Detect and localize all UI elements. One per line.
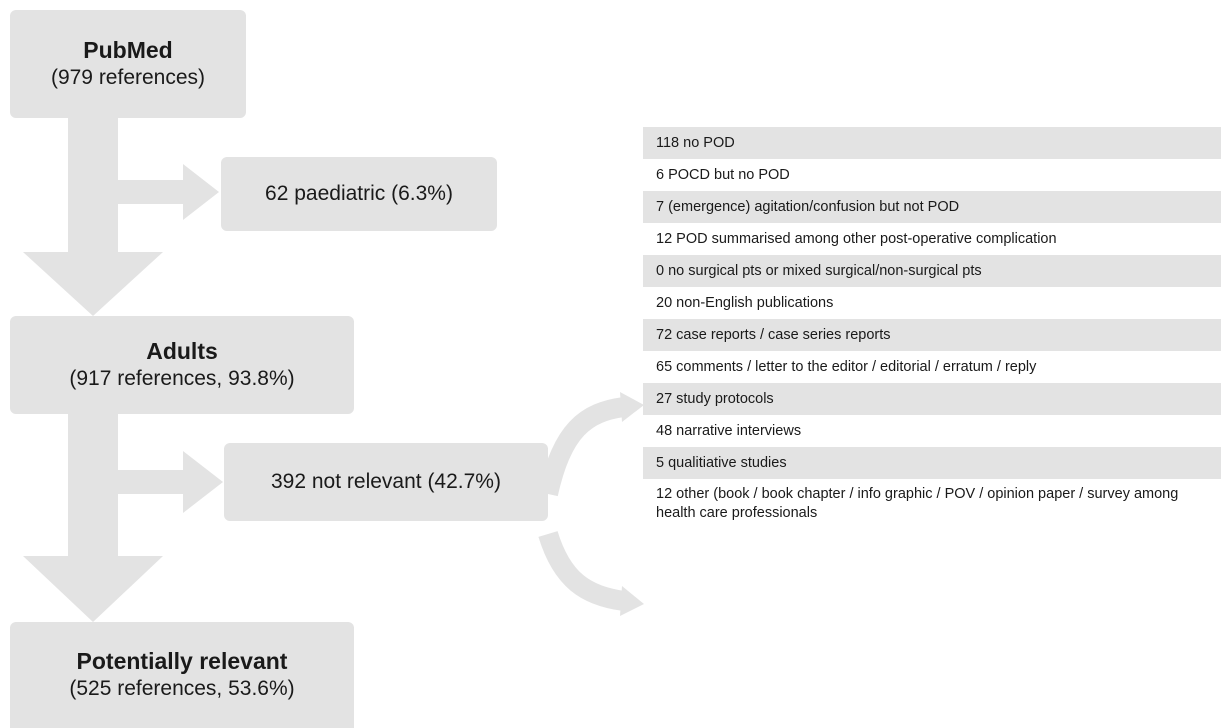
arrowhead-exclusions-upper [620,392,644,422]
node-paediatric: 62 paediatric (6.3%) [221,157,497,231]
node-potentially-relevant: Potentially relevant (525 references, 53… [10,622,354,728]
exclusion-item: 7 (emergence) agitation/confusion but no… [643,191,1221,223]
exclusion-item: 118 no POD [643,127,1221,159]
exclusion-item: 65 comments / letter to the editor / edi… [656,358,1037,375]
exclusion-item: 27 study protocols [643,383,1221,415]
exclusion-item: 6 POCD but no POD [656,166,790,183]
exclusion-item: 48 narrative interviews [656,422,802,439]
node-potentially-relevant-sub: (525 references, 53.6%) [69,677,295,700]
exclusion-list: 118 no POD 6 POCD but no POD 7 (emergenc… [643,127,1221,531]
arrow-to-exclusions-lower [538,530,626,611]
arrow-pubmed-to-adults [23,118,163,316]
node-adults: Adults (917 references, 93.8%) [10,316,354,414]
exclusion-item: 72 case reports / case series reports [643,319,1221,351]
node-adults-sub: (917 references, 93.8%) [69,367,295,390]
node-not-relevant: 392 not relevant (42.7%) [224,443,548,521]
arrow-to-paediatric [117,164,219,220]
arrowhead-exclusions-lower [620,586,644,616]
node-not-relevant-label: 392 not relevant (42.7%) [271,470,501,493]
exclusion-item: 0 no surgical pts or mixed surgical/non-… [643,255,1221,287]
arrow-adults-to-potentially-relevant [23,414,163,622]
node-pubmed-title: PubMed [83,37,173,63]
node-pubmed: PubMed (979 references) [10,10,246,118]
exclusion-item: 12 other (book / book chapter / info gra… [656,486,1179,521]
arrow-to-not-relevant [117,451,223,513]
node-paediatric-label: 62 paediatric (6.3%) [265,182,453,205]
exclusion-item: 5 qualitiative studies [643,447,1221,479]
node-potentially-relevant-title: Potentially relevant [76,648,288,674]
exclusion-item: 20 non-English publications [656,294,834,311]
node-adults-title: Adults [146,338,218,364]
exclusion-item: 12 POD summarised among other post-opera… [656,230,1057,247]
arrow-to-exclusions-upper [538,397,626,497]
node-pubmed-sub: (979 references) [50,66,206,89]
